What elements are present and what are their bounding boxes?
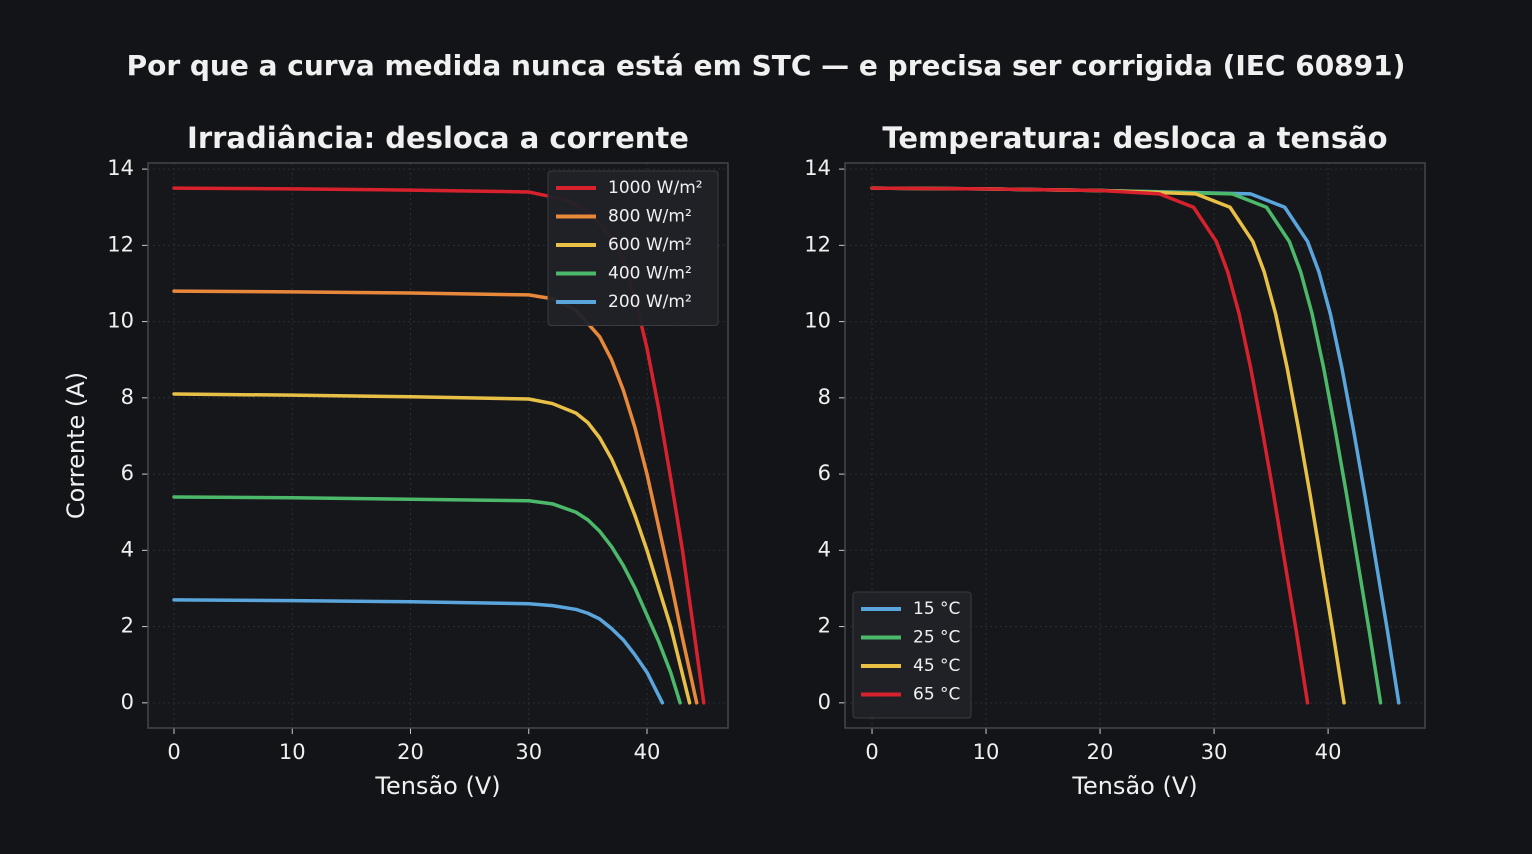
y-tick-label: 2 [818, 614, 831, 638]
legend-label: 600 W/m² [608, 235, 692, 255]
plot-frame [147, 162, 729, 729]
x-tick-label: 40 [1315, 740, 1342, 764]
y-tick-label: 6 [818, 461, 831, 485]
y-tick-label: 6 [121, 461, 134, 485]
y-axis-label: Corrente (A) [62, 372, 90, 519]
y-tick-label: 4 [121, 537, 134, 561]
y-tick-label: 4 [818, 537, 831, 561]
y-tick-label: 8 [818, 385, 831, 409]
y-tick-label: 0 [121, 690, 134, 714]
series-line [172, 289, 699, 705]
x-axis-label: Tensão (V) [1071, 772, 1197, 800]
legend-box [852, 591, 972, 719]
x-tick-label: 30 [1201, 740, 1228, 764]
legend-label: 25 °C [913, 628, 960, 648]
y-tick-label: 0 [818, 690, 831, 714]
legend: 15 °C 25 °C 45 °C 65 °C [852, 591, 972, 719]
y-tick-label: 14 [804, 156, 831, 180]
legend: 1000 W/m² 800 W/m² 600 W/m² 400 W/m² 200 W/m… [547, 170, 719, 326]
legend-label: 1000 W/m² [608, 178, 703, 198]
subplot-title: Temperatura: desloca a tensão [882, 121, 1387, 155]
series-line [870, 186, 1310, 705]
y-tick-label: 10 [107, 309, 134, 333]
series-line [172, 495, 682, 705]
legend-label: 15 °C [913, 599, 960, 619]
legend-label: 65 °C [913, 685, 960, 705]
x-tick-label: 10 [973, 740, 1000, 764]
legend-box [547, 170, 719, 326]
x-tick-label: 0 [167, 740, 180, 764]
series-line [172, 598, 665, 705]
x-tick-label: 20 [397, 740, 424, 764]
series-line [172, 392, 692, 705]
legend-label: 400 W/m² [608, 264, 692, 284]
subplot-title: Irradiância: desloca a corrente [187, 121, 689, 155]
plot-frame [844, 162, 1426, 729]
x-axis-label: Tensão (V) [374, 772, 500, 800]
y-tick-label: 2 [121, 614, 134, 638]
x-tick-label: 0 [865, 740, 878, 764]
y-tick-label: 14 [107, 156, 134, 180]
y-tick-label: 12 [804, 232, 831, 256]
legend-label: 45 °C [913, 656, 960, 676]
y-tick-label: 12 [107, 232, 134, 256]
figure-title: Por que a curva medida nunca está em STC… [127, 49, 1406, 82]
legend-label: 800 W/m² [608, 207, 692, 227]
x-tick-label: 20 [1087, 740, 1114, 764]
x-tick-label: 10 [279, 740, 306, 764]
legend-label: 200 W/m² [608, 292, 692, 312]
y-tick-label: 8 [121, 385, 134, 409]
x-tick-label: 40 [634, 740, 661, 764]
x-tick-label: 30 [515, 740, 542, 764]
y-tick-label: 10 [804, 309, 831, 333]
